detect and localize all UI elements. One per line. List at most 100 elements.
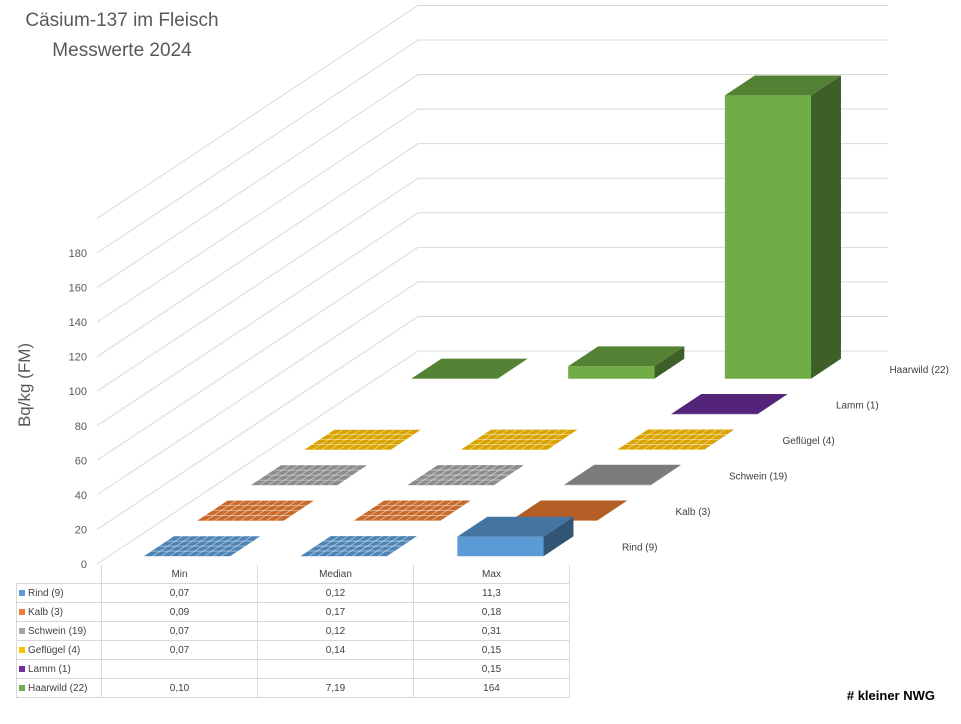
bar-side	[811, 75, 841, 379]
bar-top	[411, 358, 528, 379]
legend-entry: Schwein (19)	[16, 621, 102, 641]
bar-side	[650, 464, 681, 486]
bar-side	[497, 358, 528, 379]
chart-subtitle: Messwerte 2024	[52, 40, 192, 61]
legend-key-icon	[19, 684, 25, 691]
chart-bar	[251, 464, 368, 486]
category-label: Min	[101, 565, 258, 584]
legend-label: Lamm (1)	[28, 663, 71, 675]
y-tick-label: 180	[69, 248, 87, 260]
table-cell: 0,12	[257, 583, 414, 603]
bar-top	[568, 346, 685, 367]
chart-bar	[617, 429, 734, 450]
table-cell: 0,07	[101, 621, 258, 641]
legend-key-icon	[19, 608, 25, 615]
chart-bar	[407, 464, 524, 486]
chart-bar	[300, 535, 417, 557]
table-cell: 0,15	[413, 659, 570, 679]
gridline	[96, 39, 888, 254]
chart-bar	[197, 500, 314, 521]
table-cell: 11,3	[413, 583, 570, 603]
bar-front	[564, 484, 651, 486]
series-label: Geflügel (4)	[782, 436, 834, 447]
chart-bar	[568, 346, 685, 379]
series-label: Schwein (19)	[729, 471, 787, 482]
table-cell: 0,14	[257, 640, 414, 660]
chart-bar	[457, 516, 574, 557]
table-row: Lamm (1) 0,15	[16, 659, 570, 679]
gridline	[96, 74, 888, 288]
category-label: Max	[413, 565, 570, 584]
table-cell: 0,31	[413, 621, 570, 641]
series-label: Rind (9)	[622, 542, 658, 553]
chart-bar	[671, 394, 788, 415]
data-table-header: Min Median Max	[16, 565, 570, 584]
legend-entry: Rind (9)	[16, 583, 102, 603]
table-cell	[101, 659, 258, 679]
table-row: Haarwild (22) 0,10 7,19 164	[16, 678, 570, 698]
bar-front	[457, 536, 544, 557]
bar-side	[757, 394, 788, 415]
y-tick-label: 120	[69, 352, 87, 364]
table-cell: 0,15	[413, 640, 570, 660]
legend-key-icon	[19, 627, 25, 634]
bar-top	[457, 516, 574, 537]
table-row: Schwein (19) 0,07 0,12 0,31	[16, 621, 570, 641]
gridline	[96, 4, 888, 219]
legend-entry: Kalb (3)	[16, 602, 102, 622]
legend-label: Kalb (3)	[28, 606, 64, 618]
y-axis-label: Bq/kg (FM)	[15, 342, 34, 428]
category-label: Median	[257, 565, 414, 584]
table-cell: 0,10	[101, 678, 258, 698]
legend-key-icon	[19, 665, 25, 672]
y-tick-label: 60	[75, 455, 87, 467]
table-cell: 0,07	[101, 640, 258, 660]
legend-label: Schwein (19)	[28, 625, 87, 637]
table-cell: 0,07	[101, 583, 258, 603]
chart-title: Cäsium-137 im Fleisch	[25, 10, 219, 31]
y-tick-label: 20	[75, 524, 87, 536]
legend-entry: Haarwild (22)	[16, 678, 102, 698]
bar-side	[654, 346, 685, 379]
table-cell: 0,18	[413, 602, 570, 622]
series-label: Lamm (1)	[836, 400, 879, 411]
chart-bar	[354, 500, 471, 521]
y-tick-label: 140	[69, 317, 87, 329]
chart-bar	[144, 535, 261, 557]
y-tick-label: 160	[69, 283, 87, 295]
series-label: Kalb (3)	[675, 507, 710, 518]
chart-bar	[564, 464, 681, 486]
legend-label: Haarwild (22)	[28, 682, 88, 694]
legend-entry: Geflügel (4)	[16, 640, 102, 660]
legend-key-icon	[19, 646, 25, 653]
bar-top	[724, 75, 841, 96]
table-row: Rind (9) 0,07 0,12 11,3	[16, 583, 570, 603]
credit-text: # kleiner NWG	[846, 688, 935, 703]
bar-top	[510, 500, 627, 521]
table-cell: 0,09	[101, 602, 258, 622]
legend-entry: Lamm (1)	[16, 659, 102, 679]
data-table: Min Median Max Rind (9) 0,07 0,12 11,3 Kalb …	[16, 565, 570, 698]
chart-bar	[411, 358, 528, 379]
legend-label: Rind (9)	[28, 587, 64, 599]
table-cell: 164	[413, 678, 570, 698]
chart-bar	[724, 75, 841, 379]
chart-bar	[304, 429, 421, 450]
y-tick-label: 100	[69, 386, 87, 398]
legend-label: Geflügel (4)	[28, 644, 81, 656]
bar-top	[564, 464, 681, 485]
bar-side	[543, 516, 574, 557]
y-tick-label: 80	[75, 421, 87, 433]
table-row: Kalb (3) 0,09 0,17 0,18	[16, 602, 570, 622]
bar-front	[724, 95, 812, 379]
table-row: Geflügel (4) 0,07 0,14 0,15	[16, 640, 570, 660]
table-cell: 7,19	[257, 678, 414, 698]
y-tick-label: 40	[75, 490, 87, 502]
chart-bar	[461, 429, 578, 450]
legend-key-icon	[19, 589, 25, 596]
table-cell: 0,12	[257, 621, 414, 641]
series-label: Haarwild (22)	[889, 365, 948, 376]
bar-top	[671, 394, 788, 414]
